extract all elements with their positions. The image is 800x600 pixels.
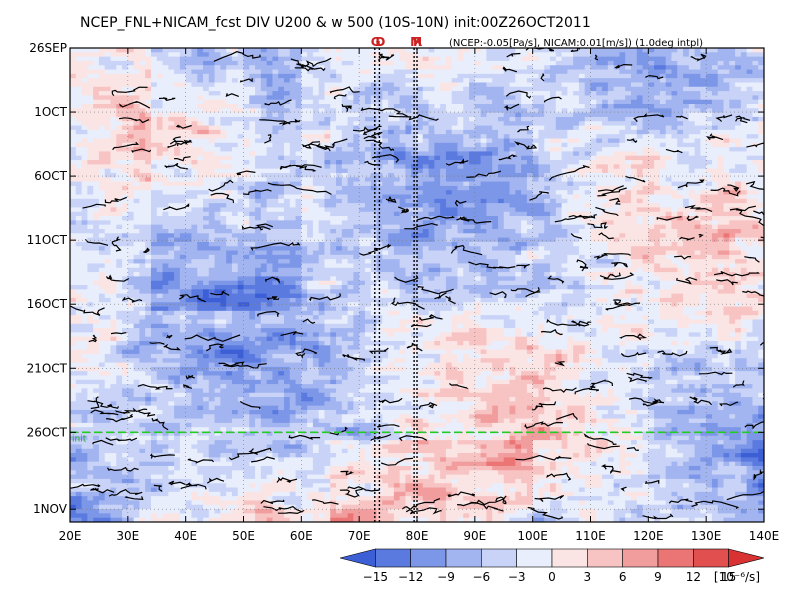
y-tick-label: 26OCT bbox=[27, 425, 68, 439]
y-tick-label: 1OCT bbox=[34, 105, 67, 119]
y-tick-label: 11OCT bbox=[27, 233, 68, 247]
colorbar-swatch bbox=[340, 549, 375, 567]
x-tick-label: 70E bbox=[348, 529, 371, 543]
x-tick-label: 20E bbox=[59, 529, 82, 543]
x-tick-label: 60E bbox=[290, 529, 313, 543]
y-tick-label: 6OCT bbox=[34, 169, 67, 183]
colorbar-label: 3 bbox=[584, 570, 592, 584]
colorbar-swatch bbox=[411, 549, 446, 567]
colorbar-swatch bbox=[729, 549, 764, 567]
y-tick-label: 16OCT bbox=[27, 297, 68, 311]
colorbar-label: 0 bbox=[548, 570, 556, 584]
colorbar-unit: [10⁻⁶/s] bbox=[714, 570, 760, 584]
colorbar-label: −6 bbox=[472, 570, 490, 584]
x-tick-label: 100E bbox=[517, 529, 548, 543]
colorbar: −15 −12 −9 −6 −3 0 3 6 9 12 15[10⁻⁶/s] bbox=[340, 549, 764, 584]
chart-title: NCEP_FNL+NICAM_fcst DIV U200 & w 500 (10… bbox=[80, 15, 591, 31]
chart-note: (NCEP:-0.05[Pa/s], NICAM:0.01[m/s]) (1.0… bbox=[449, 38, 703, 49]
x-tick-label: 90E bbox=[463, 529, 486, 543]
init-label: init bbox=[72, 434, 87, 444]
colorbar-swatch bbox=[517, 549, 552, 567]
x-tick-label: 40E bbox=[174, 529, 197, 543]
colorbar-swatch bbox=[552, 549, 587, 567]
x-tick-label: 80E bbox=[406, 529, 429, 543]
x-tick-label: 50E bbox=[232, 529, 255, 543]
x-tick-label: 140E bbox=[749, 529, 780, 543]
colorbar-label: −9 bbox=[437, 570, 455, 584]
colorbar-label: −15 bbox=[363, 570, 388, 584]
x-tick-label: 120E bbox=[633, 529, 664, 543]
colorbar-label: −3 bbox=[508, 570, 526, 584]
colorbar-swatch bbox=[446, 549, 481, 567]
y-tick-label: 1NOV bbox=[33, 502, 68, 516]
colorbar-swatch bbox=[623, 549, 658, 567]
y-tick-label: 26SEP bbox=[29, 41, 67, 55]
colorbar-swatch bbox=[375, 549, 410, 567]
x-tick-label: 30E bbox=[116, 529, 139, 543]
colorbar-swatch bbox=[587, 549, 622, 567]
x-tick-label: 110E bbox=[575, 529, 606, 543]
marker-label-r: R bbox=[413, 35, 422, 49]
colorbar-label: 9 bbox=[654, 570, 662, 584]
colorbar-label: −12 bbox=[398, 570, 423, 584]
marker-label-d: D bbox=[375, 35, 385, 49]
colorbar-swatch bbox=[693, 549, 728, 567]
y-tick-label: 21OCT bbox=[27, 361, 68, 375]
colorbar-label: 12 bbox=[686, 570, 701, 584]
colorbar-label: 6 bbox=[619, 570, 627, 584]
x-tick-label: 130E bbox=[691, 529, 722, 543]
colorbar-swatch bbox=[481, 549, 516, 567]
colorbar-swatch bbox=[658, 549, 693, 567]
